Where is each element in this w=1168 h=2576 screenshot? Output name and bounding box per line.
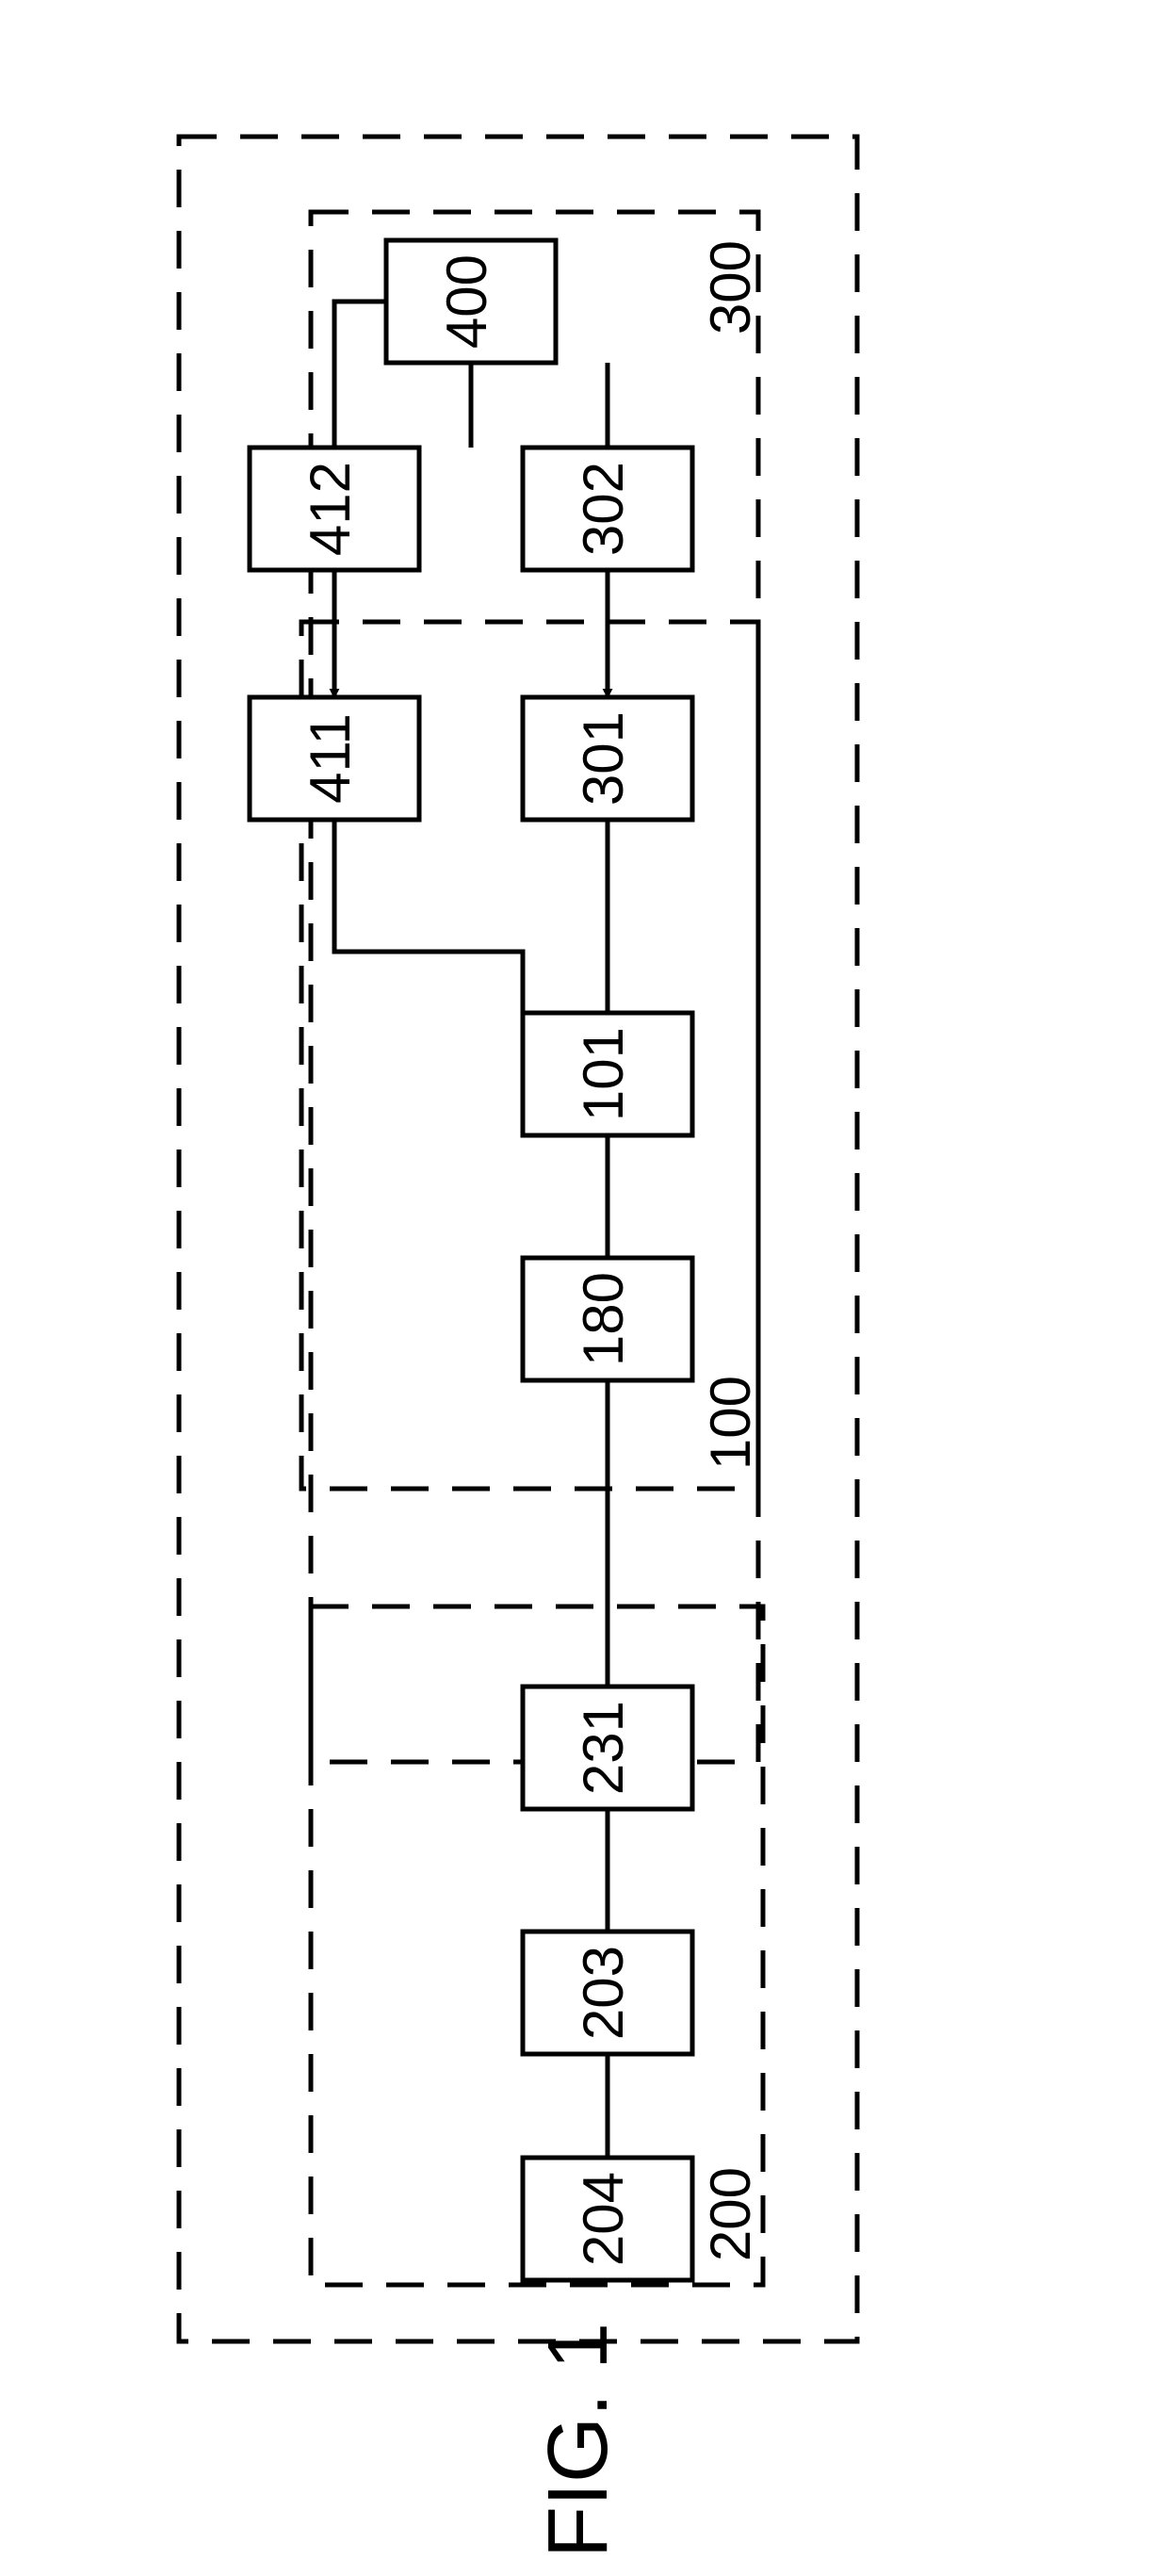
- block-180-label: 180: [572, 1272, 635, 1366]
- block-302-label: 302: [572, 462, 635, 556]
- box-300: [311, 212, 758, 1762]
- block-301-label: 301: [572, 711, 635, 806]
- block-411-label: 411: [299, 713, 362, 804]
- block-400-label: 400: [435, 254, 498, 349]
- box-300-label: 300: [699, 240, 762, 334]
- box-100-label: 100: [699, 1376, 762, 1470]
- block-203-label: 203: [572, 1946, 635, 2040]
- block-204-label: 204: [572, 2172, 635, 2266]
- box-200-label: 200: [699, 2167, 762, 2261]
- block-diagram: 100 200 300 400 412 302 411 301 101 180 231 203 204 F…: [0, 0, 1168, 2576]
- figure-caption: FIG. 1: [531, 2323, 625, 2558]
- block-231-label: 231: [572, 1701, 635, 1795]
- connector: [334, 820, 523, 1013]
- block-412-label: 412: [299, 462, 362, 556]
- block-101-label: 101: [572, 1027, 635, 1121]
